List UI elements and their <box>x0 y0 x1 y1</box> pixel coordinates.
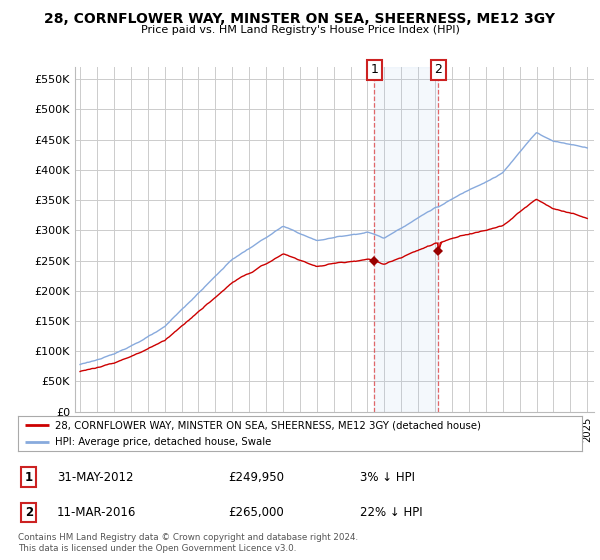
Text: Contains HM Land Registry data © Crown copyright and database right 2024.
This d: Contains HM Land Registry data © Crown c… <box>18 533 358 553</box>
Text: 28, CORNFLOWER WAY, MINSTER ON SEA, SHEERNESS, ME12 3GY (detached house): 28, CORNFLOWER WAY, MINSTER ON SEA, SHEE… <box>55 420 481 430</box>
Text: £249,950: £249,950 <box>228 470 284 484</box>
Text: 11-MAR-2016: 11-MAR-2016 <box>57 506 136 519</box>
Text: 1: 1 <box>370 63 379 76</box>
Text: Price paid vs. HM Land Registry's House Price Index (HPI): Price paid vs. HM Land Registry's House … <box>140 25 460 35</box>
Text: £265,000: £265,000 <box>228 506 284 519</box>
Text: HPI: Average price, detached house, Swale: HPI: Average price, detached house, Swal… <box>55 437 271 447</box>
Text: 22% ↓ HPI: 22% ↓ HPI <box>360 506 422 519</box>
Text: 2: 2 <box>434 63 442 76</box>
Text: 31-MAY-2012: 31-MAY-2012 <box>57 470 133 484</box>
Text: 1: 1 <box>25 470 33 484</box>
Text: 3% ↓ HPI: 3% ↓ HPI <box>360 470 415 484</box>
Bar <box>374 67 438 412</box>
Text: 2: 2 <box>25 506 33 519</box>
Text: 28, CORNFLOWER WAY, MINSTER ON SEA, SHEERNESS, ME12 3GY: 28, CORNFLOWER WAY, MINSTER ON SEA, SHEE… <box>44 12 556 26</box>
